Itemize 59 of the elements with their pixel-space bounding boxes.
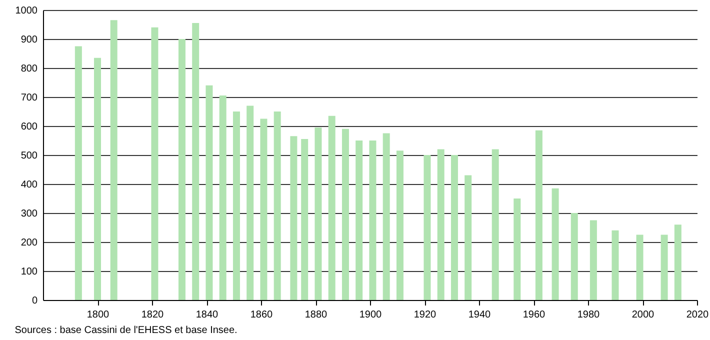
y-tick-label: 600 [20, 122, 38, 132]
x-tick-label: 1960 [522, 310, 546, 320]
bar [464, 175, 472, 300]
bar [301, 139, 308, 300]
x-tick-label: 1900 [359, 310, 382, 320]
bar [552, 188, 559, 300]
bar [382, 133, 390, 300]
bar [636, 234, 644, 300]
bar [674, 224, 682, 300]
x-tick-label: 1860 [250, 310, 274, 320]
x-tick-label: 1980 [577, 310, 600, 320]
y-tick-label: 300 [20, 208, 38, 220]
y-tick-label: 400 [20, 180, 38, 190]
bar [535, 130, 542, 300]
bar [290, 136, 298, 300]
bar [450, 155, 458, 300]
bar [612, 230, 619, 300]
x-tick-label: 1920 [414, 310, 437, 320]
x-tick-label: 1880 [304, 310, 328, 320]
bar [178, 39, 186, 300]
bar [74, 46, 82, 300]
bar [314, 127, 322, 300]
bar [206, 85, 213, 300]
y-tick-label: 200 [20, 238, 38, 248]
bar [151, 27, 158, 300]
bar [660, 234, 668, 300]
bar [590, 220, 597, 300]
x-tick-label: 1940 [468, 310, 492, 320]
bar [192, 23, 200, 300]
bar [260, 118, 268, 300]
bar [437, 149, 444, 300]
x-tick-label: 2020 [686, 310, 710, 320]
x-tick-label: 2000 [632, 310, 655, 320]
x-tick-label: 1840 [196, 310, 219, 320]
bar [424, 155, 431, 300]
y-tick-label: 0 [32, 296, 38, 306]
x-tick-label: 1800 [86, 310, 110, 320]
y-tick-label: 1000 [15, 6, 38, 16]
source-note: Sources : base Cassini de l'EHESS et base Insee. [14, 325, 238, 336]
bar [110, 20, 118, 300]
bar [570, 213, 578, 300]
bar [342, 128, 349, 300]
bar [514, 198, 521, 300]
x-tick-label: 1820 [141, 310, 164, 320]
bar [369, 140, 376, 300]
bar [232, 112, 240, 300]
bar [492, 149, 499, 300]
bar [396, 150, 404, 300]
y-tick-label: 900 [20, 34, 38, 46]
bar [94, 58, 101, 300]
bar [356, 140, 363, 300]
bar [246, 106, 254, 300]
y-tick-label: 800 [20, 64, 38, 74]
bar [219, 96, 226, 300]
y-tick-label: 100 [20, 266, 38, 278]
y-tick-label: 500 [20, 150, 38, 162]
bar [274, 112, 281, 300]
y-tick-label: 700 [20, 92, 38, 104]
bar [328, 116, 336, 300]
